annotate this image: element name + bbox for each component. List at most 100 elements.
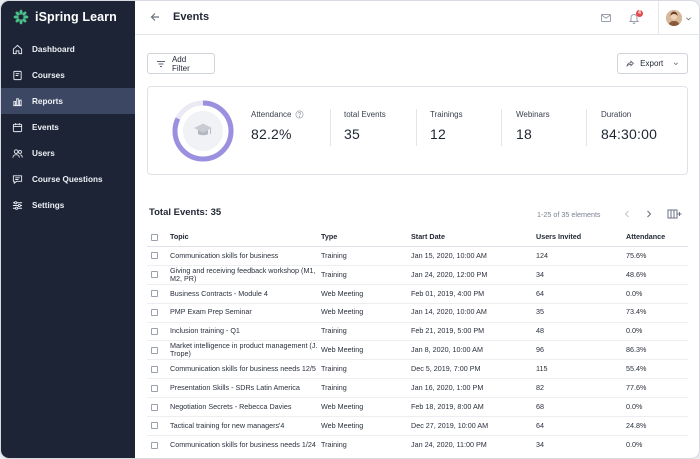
cell-attendance: 86.3% (626, 345, 647, 355)
cell-start-date: Feb 18, 2019, 8:00 AM (411, 401, 484, 411)
cell-type: Training (321, 250, 347, 260)
cell-start-date: Dec 27, 2019, 10:00 AM (411, 420, 489, 430)
cell-type: Training (321, 269, 347, 279)
stat-divider (501, 109, 502, 146)
cell-type: Web Meeting (321, 288, 364, 298)
sidebar-item-courses[interactable]: Courses (1, 62, 135, 88)
sliders-icon (12, 200, 23, 211)
row-checkbox[interactable] (151, 365, 158, 373)
graduation-cap-icon (194, 123, 212, 136)
cell-topic: Giving and receiving feedback workshop (… (170, 265, 316, 283)
avatar (666, 10, 682, 26)
cell-attendance: 0.0% (626, 440, 643, 450)
cell-topic: Negotiation Secrets - Rebecca Davies (170, 401, 292, 411)
row-checkbox[interactable] (151, 271, 158, 279)
column-header-users-invited[interactable]: Users Invited (536, 232, 582, 242)
sidebar-item-label: Dashboard (32, 44, 75, 54)
notification-bell-icon[interactable]: 4 (620, 1, 648, 35)
column-header-topic[interactable]: Topic (170, 232, 189, 242)
table-row[interactable]: Giving and receiving feedback workshop (… (147, 266, 688, 285)
cell-type: Training (321, 383, 347, 393)
back-arrow-icon[interactable] (149, 11, 161, 23)
sidebar-item-settings[interactable]: Settings (1, 192, 135, 218)
cell-topic: Inclusion training - Q1 (170, 326, 240, 336)
table-row[interactable]: Negotiation Secrets - Rebecca Davies Web … (147, 398, 688, 418)
row-checkbox[interactable] (151, 252, 158, 260)
table-row[interactable]: PMP Exam Prep Seminar Web Meeting Jan 14, … (147, 304, 688, 323)
attendance-donut (172, 100, 234, 162)
row-checkbox[interactable] (151, 309, 158, 317)
logo[interactable]: iSpring Learn (13, 9, 117, 25)
sidebar-item-events[interactable]: Events (1, 114, 135, 140)
table-row[interactable]: Tactical training for new managers'4 Web … (147, 417, 688, 436)
add-filter-button[interactable]: Add Filter (147, 53, 215, 74)
home-icon (12, 44, 23, 55)
sidebar-item-label: Users (32, 148, 55, 158)
chat-icon (12, 174, 23, 185)
row-checkbox[interactable] (151, 441, 158, 449)
table-row[interactable]: Presentation Skills - SDRs Latin America… (147, 379, 688, 399)
sidebar-item-label: Course Questions (32, 174, 103, 184)
row-checkbox[interactable] (151, 328, 158, 335)
stat-label: Trainings (430, 110, 463, 119)
sidebar-item-users[interactable]: Users (1, 140, 135, 166)
sidebar-nav: Dashboard Courses Reports Events Users C… (1, 36, 135, 218)
ispring-logo-icon (13, 9, 29, 25)
pagination-text: 1-25 of 35 elements (537, 210, 601, 219)
cell-users-invited: 82 (536, 383, 544, 393)
column-header-type[interactable]: Type (321, 232, 338, 242)
column-header-start-date[interactable]: Start Date (411, 232, 445, 242)
cell-start-date: Jan 24, 2020, 12:00 PM (411, 269, 488, 279)
cell-users-invited: 68 (536, 401, 544, 411)
row-checkbox[interactable] (151, 290, 158, 298)
table-row[interactable]: Communication skills for business needs … (147, 360, 688, 380)
table-row[interactable]: Market intelligence in product managemen… (147, 341, 688, 361)
cell-attendance: 77.6% (626, 383, 647, 393)
cell-type: Web Meeting (321, 401, 364, 411)
cell-start-date: Jan 24, 2020, 11:00 PM (411, 440, 487, 450)
cell-type: Training (321, 364, 347, 374)
cell-start-date: Dec 5, 2019, 7:00 PM (411, 364, 481, 374)
user-menu[interactable] (659, 1, 699, 35)
cell-attendance: 55.4% (626, 364, 647, 374)
cell-users-invited: 34 (536, 440, 544, 450)
row-checkbox[interactable] (151, 384, 158, 392)
column-header-attendance[interactable]: Attendance (626, 232, 666, 242)
cell-topic: Tactical training for new managers'4 (170, 420, 285, 430)
stat-divider (586, 109, 587, 146)
cell-type: Web Meeting (321, 420, 364, 430)
mail-icon[interactable] (592, 1, 620, 35)
sidebar-item-reports[interactable]: Reports (1, 88, 135, 114)
columns-icon[interactable] (667, 208, 683, 220)
header-divider (658, 1, 659, 35)
row-checkbox[interactable] (151, 346, 158, 354)
chevron-left-icon[interactable] (621, 208, 633, 220)
users-icon (12, 148, 23, 159)
sidebar-item-course-questions[interactable]: Course Questions (1, 166, 135, 192)
cell-type: Web Meeting (321, 307, 364, 317)
stat-label: Attendance (251, 110, 292, 119)
row-checkbox[interactable] (151, 403, 158, 411)
cell-topic: Presentation Skills - SDRs Latin America (170, 383, 300, 393)
help-icon[interactable] (295, 110, 304, 119)
cell-users-invited: 35 (536, 307, 544, 317)
stat-value: 18 (516, 126, 532, 142)
table-row[interactable]: Business Contracts - Module 4 Web Meeting… (147, 285, 688, 304)
row-checkbox[interactable] (151, 422, 158, 430)
chevron-right-icon[interactable] (643, 208, 655, 220)
sidebar-item-dashboard[interactable]: Dashboard (1, 36, 135, 62)
cell-attendance: 0.0% (626, 326, 643, 336)
cell-start-date: Feb 01, 2019, 4:00 PM (411, 288, 485, 298)
cell-topic: Business Contracts - Module 4 (170, 288, 268, 298)
table-header-row: Topic Type Start Date Users Invited Atte… (147, 229, 688, 247)
table-row[interactable]: Communication skills for business Trainin… (147, 247, 688, 266)
stat-trainings: Trainings 12 (430, 110, 463, 142)
select-all-checkbox[interactable] (151, 234, 158, 241)
stat-label: total Events (344, 110, 386, 119)
table-row[interactable]: Communication skills for business needs … (147, 436, 688, 455)
table-row[interactable]: Inclusion training - Q1 Training Feb 21, 2… (147, 323, 688, 342)
stats-card: Attendance 82.2% total Events 35 Trainin… (147, 86, 688, 175)
export-button[interactable]: Export (617, 53, 688, 74)
stat-total-events: total Events 35 (344, 110, 386, 142)
